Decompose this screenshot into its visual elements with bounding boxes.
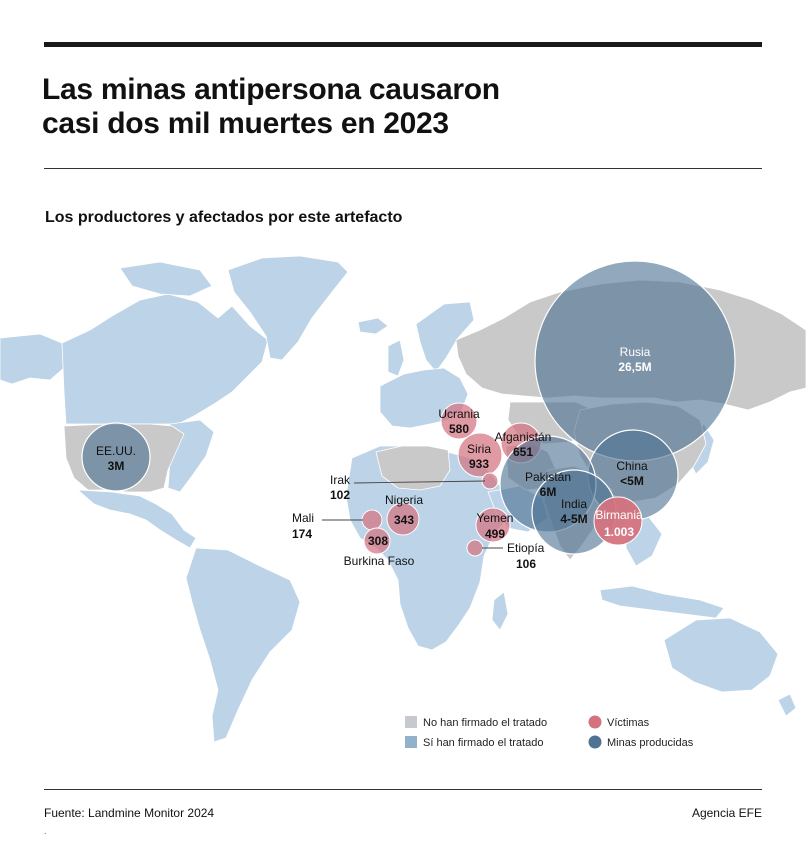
legend-swatch-victims: [588, 715, 602, 729]
label-china-name: China: [616, 459, 648, 473]
victim-myanmar: [593, 496, 643, 546]
label-usa-name: EE.UU.: [96, 444, 136, 458]
legend-swatch-not-signed: [405, 716, 417, 728]
label-nigeria-name: Nigeria: [385, 493, 423, 507]
land-uk: [387, 339, 405, 377]
land-arctic-islands: [119, 261, 213, 297]
label-russia-name: Rusia: [620, 345, 651, 359]
label-yemen-name: Yemen: [477, 511, 514, 525]
label-burkina-name: Burkina Faso: [344, 554, 415, 568]
land-greenland: [227, 255, 349, 361]
footer-mark: .: [44, 826, 47, 836]
label-china-value: <5M: [620, 474, 644, 488]
world-map: EE.UU. 3M Rusia 26,5M China <5M Pakistán…: [0, 255, 806, 749]
land-mexico-central-america: [77, 489, 197, 549]
label-myanmar-value: 1.003: [604, 525, 634, 539]
label-syria-value: 933: [469, 457, 489, 471]
victim-yemen: [475, 507, 511, 543]
victim-mali: [361, 509, 383, 531]
label-ukraine-value: 580: [449, 422, 469, 436]
agency-credit: Agencia EFE: [691, 806, 762, 820]
land-iceland: [357, 317, 389, 335]
label-syria-name: Siria: [467, 442, 491, 456]
label-ethiopia-name: Etiopía: [507, 541, 545, 555]
label-ethiopia-value: 106: [516, 557, 536, 571]
land-south-america: [185, 547, 301, 743]
victim-ukraine: [440, 402, 478, 440]
land-madagascar: [491, 591, 509, 631]
land-indonesia: [599, 585, 725, 619]
label-burkina-value: 308: [368, 534, 388, 548]
legend-label-victims: Víctimas: [607, 717, 650, 729]
label-ukraine-name: Ucrania: [438, 407, 480, 421]
label-nigeria-value: 343: [394, 513, 414, 527]
title-rule: [44, 168, 762, 169]
label-iraq-value: 102: [330, 488, 350, 502]
legend-label-signed: Sí han firmado el tratado: [423, 737, 543, 749]
leader-lines: [322, 480, 503, 549]
label-usa-value: 3M: [108, 459, 125, 473]
label-afghanistan-name: Afganistán: [495, 430, 552, 444]
victim-syria: [457, 432, 503, 478]
title-line-2: casi dos mil muertes en 2023: [42, 107, 449, 140]
label-iraq-name: Irak: [330, 473, 351, 487]
label-russia-value: 26,5M: [618, 360, 651, 374]
label-yemen-value: 499: [485, 527, 505, 541]
victim-circles: [361, 402, 542, 557]
land-scandinavia: [415, 301, 475, 373]
label-pakistan-value: 6M: [540, 485, 557, 499]
victim-burkina: [363, 527, 391, 555]
label-pakistan-name: Pakistán: [525, 470, 571, 484]
legend-label-mines: Minas producidas: [607, 737, 694, 749]
subtitle: Los productores y afectados por este art…: [45, 209, 403, 226]
victim-nigeria: [386, 502, 420, 536]
label-india-name: India: [561, 497, 587, 511]
top-rule: [44, 42, 762, 47]
label-india-value: 4-5M: [560, 512, 587, 526]
land-north-africa-gray: [375, 445, 451, 491]
legend-swatch-signed: [405, 736, 417, 748]
land-alaska: [0, 333, 65, 385]
legend-label-not-signed: No han firmado el tratado: [423, 717, 547, 729]
victim-ethiopia: [466, 539, 484, 557]
producer-circles: [81, 260, 736, 555]
title-line-1: Las minas antipersona causaron: [42, 73, 500, 106]
leader-iraq: [353, 480, 486, 484]
label-mali-name: Mali: [292, 511, 314, 525]
bottom-rule: [44, 789, 762, 790]
labels: EE.UU. 3M Rusia 26,5M China <5M Pakistán…: [96, 345, 652, 571]
land-new-zealand: [777, 693, 797, 717]
land-canada: [61, 293, 269, 425]
label-myanmar-name: Birmania: [595, 508, 643, 522]
page-title: Las minas antipersona causaron casi dos …: [42, 73, 762, 141]
legend-swatch-mines: [588, 735, 602, 749]
label-mali-value: 174: [292, 527, 312, 541]
source-credit: Fuente: Landmine Monitor 2024: [44, 806, 215, 820]
mines-usa: [81, 422, 151, 492]
land-australia: [663, 617, 779, 693]
legend: No han firmado el tratado Sí han firmado…: [405, 715, 694, 749]
label-afghanistan-value: 651: [513, 445, 533, 459]
